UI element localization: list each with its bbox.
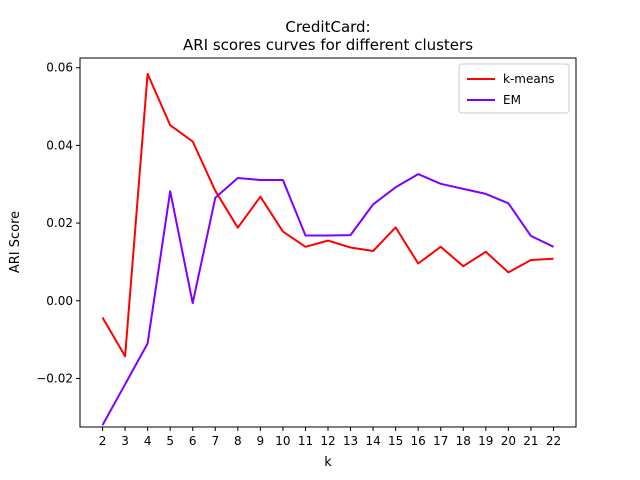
chart-title-line2: ARI scores curves for different clusters xyxy=(183,36,473,54)
plot-lines xyxy=(101,72,554,426)
series-line-0 xyxy=(101,72,554,358)
x-tick-label: 17 xyxy=(433,434,448,448)
legend-label: k-means xyxy=(503,72,555,86)
x-tick-label: 22 xyxy=(546,434,561,448)
x-tick-label: 21 xyxy=(523,434,538,448)
x-tick-label: 18 xyxy=(456,434,471,448)
x-tick-label: 8 xyxy=(234,434,242,448)
y-tick-label: −0.02 xyxy=(36,371,73,385)
x-tick-label: 2 xyxy=(99,434,107,448)
x-tick-label: 20 xyxy=(501,434,516,448)
x-tick-label: 15 xyxy=(388,434,403,448)
x-tick-label: 14 xyxy=(365,434,380,448)
y-tick-label: 0.00 xyxy=(46,294,73,308)
y-axis-label: ARI Score xyxy=(8,211,23,273)
x-axis-label: k xyxy=(324,455,332,470)
legend: k-means EM xyxy=(458,63,570,114)
x-tick-label: 9 xyxy=(257,434,265,448)
x-tick-label: 3 xyxy=(121,434,129,448)
y-axis: −0.02 0.00 0.02 0.04 0.06 xyxy=(36,61,80,385)
x-tick-label: 11 xyxy=(298,434,313,448)
chart-title-line1: CreditCard: xyxy=(285,18,370,36)
x-tick-label: 10 xyxy=(275,434,290,448)
x-tick-label: 5 xyxy=(166,434,174,448)
y-tick-label: 0.04 xyxy=(46,138,73,152)
x-tick-label: 6 xyxy=(189,434,197,448)
x-tick-label: 12 xyxy=(320,434,335,448)
legend-label: EM xyxy=(503,93,521,107)
x-tick-label: 19 xyxy=(478,434,493,448)
y-tick-label: 0.02 xyxy=(46,216,73,230)
x-axis: 2 3 4 5 6 7 8 9 10 11 12 13 14 15 16 17 18 19 20 21 22 xyxy=(99,427,561,448)
x-tick-label: 4 xyxy=(144,434,152,448)
x-tick-label: 16 xyxy=(411,434,426,448)
x-tick-label: 7 xyxy=(211,434,219,448)
y-tick-label: 0.06 xyxy=(46,61,73,75)
series-line-1 xyxy=(101,173,554,426)
x-tick-label: 13 xyxy=(343,434,358,448)
